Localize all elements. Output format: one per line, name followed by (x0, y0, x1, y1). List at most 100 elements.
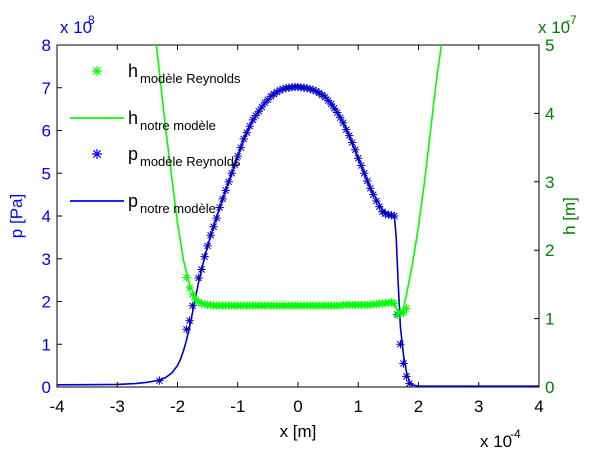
data-point-p_markers (245, 122, 254, 131)
x-exponent-power: -4 (510, 427, 521, 441)
y-left-tick-label: 2 (42, 293, 51, 312)
data-point-p_markers (278, 84, 288, 94)
data-point-p_markers (335, 113, 345, 122)
x-tick-label: -3 (110, 397, 125, 416)
legend-entry: p notre modèle (70, 191, 216, 216)
data-point-p_markers (399, 359, 408, 368)
x-exponent: x 10 (480, 432, 512, 451)
x-tick-label: 2 (414, 397, 423, 416)
data-point-p_markers (372, 196, 381, 206)
data-point-p_markers (275, 86, 285, 95)
data-point-p_markers (188, 301, 197, 310)
y-left-tick-label: 0 (42, 378, 51, 397)
data-point-p_markers (387, 210, 396, 220)
data-point-p_markers (227, 169, 236, 178)
data-point-p_markers (360, 169, 369, 178)
data-point-p_markers (269, 89, 279, 99)
data-point-p_markers (263, 95, 273, 104)
data-point-p_markers (236, 143, 245, 152)
data-point-p_markers (363, 176, 372, 186)
legend-entry: p modèle Reynolds (92, 144, 241, 169)
legend-label-base: h (128, 108, 138, 128)
legend-marker (92, 66, 102, 76)
y-right-axis-label: h [m] (560, 197, 579, 235)
x-tick-label: 4 (534, 397, 543, 416)
data-point-p_markers (332, 108, 342, 117)
x-tick-label: -1 (230, 397, 245, 416)
data-point-p_markers (155, 376, 164, 385)
data-point-p_markers (323, 96, 333, 105)
data-point-p_markers (203, 241, 212, 251)
data-point-p_markers (197, 265, 206, 274)
data-point-p_markers (209, 222, 218, 231)
series-p_markers (155, 82, 414, 387)
data-point-p_markers (266, 92, 276, 101)
data-point-p_markers (257, 102, 267, 112)
legend-label-sub: modèle Reynolds (140, 154, 241, 169)
y-right-exponent-power: -7 (566, 13, 577, 27)
data-point-p_markers (405, 379, 414, 387)
data-point-p_markers (402, 372, 411, 381)
y-right-tick-label: 0 (545, 378, 554, 397)
plot-frame (56, 44, 540, 388)
data-point-p_markers (224, 177, 233, 186)
legend-label-base: p (128, 144, 138, 164)
x-tick-label: -2 (170, 397, 185, 416)
data-point-p_markers (338, 118, 348, 128)
data-point-p_markers (185, 316, 194, 325)
data-point-p_markers (326, 99, 336, 109)
data-point-h_markers (206, 300, 215, 310)
y-left-tick-label: 6 (42, 122, 51, 141)
data-point-p_markers (354, 154, 363, 163)
data-point-p_markers (272, 87, 282, 97)
data-point-h_markers (197, 299, 206, 308)
data-point-p_markers (351, 145, 360, 154)
y-left-exponent-power: 8 (88, 13, 95, 27)
data-point-p_markers (348, 138, 357, 147)
data-point-h_markers (200, 300, 209, 309)
data-point-h_markers (185, 283, 194, 293)
data-point-p_markers (375, 202, 384, 211)
data-point-h_markers (366, 300, 375, 310)
data-point-p_markers (320, 92, 330, 102)
y-left-tick-label: 3 (42, 250, 51, 269)
data-point-p_markers (342, 125, 351, 134)
data-point-h_markers (335, 301, 345, 310)
data-point-p_markers (302, 83, 312, 93)
y-right-tick-label: 4 (545, 104, 554, 123)
legend-label-sub: modèle Reynolds (140, 71, 241, 86)
legend-entry: h notre modèle (70, 108, 216, 133)
data-point-h_markers (378, 299, 387, 308)
data-point-p_markers (230, 160, 239, 169)
data-point-p_markers (314, 88, 324, 98)
data-point-p_markers (369, 190, 378, 199)
y-right-tick-label: 3 (545, 173, 554, 192)
data-point-h_markers (402, 304, 411, 313)
data-point-p_markers (311, 86, 321, 96)
data-point-p_markers (218, 194, 227, 204)
data-point-h_markers (387, 297, 396, 307)
data-point-p_markers (206, 231, 215, 240)
data-point-p_markers (381, 209, 390, 219)
data-point-p_markers (251, 111, 261, 120)
data-point-h_markers (396, 307, 405, 316)
y-left-tick-label: 5 (42, 164, 51, 183)
data-point-h_markers (194, 297, 203, 307)
legend-label-base: p (128, 191, 138, 211)
y-right-tick-label: 2 (545, 241, 554, 260)
data-point-p_markers (215, 203, 224, 212)
data-point-p_markers (182, 325, 191, 334)
x-tick-label: 0 (293, 397, 302, 416)
data-point-p_markers (308, 85, 318, 95)
y-left-exponent: x 10 (60, 18, 92, 37)
data-point-p_markers (254, 107, 264, 116)
x-tick-label: 3 (474, 397, 483, 416)
data-point-p_markers (212, 213, 221, 223)
data-point-p_markers (396, 340, 405, 349)
data-point-h_markers (384, 298, 393, 308)
series-layer (57, 45, 539, 387)
y-left-tick-label: 7 (42, 79, 51, 98)
